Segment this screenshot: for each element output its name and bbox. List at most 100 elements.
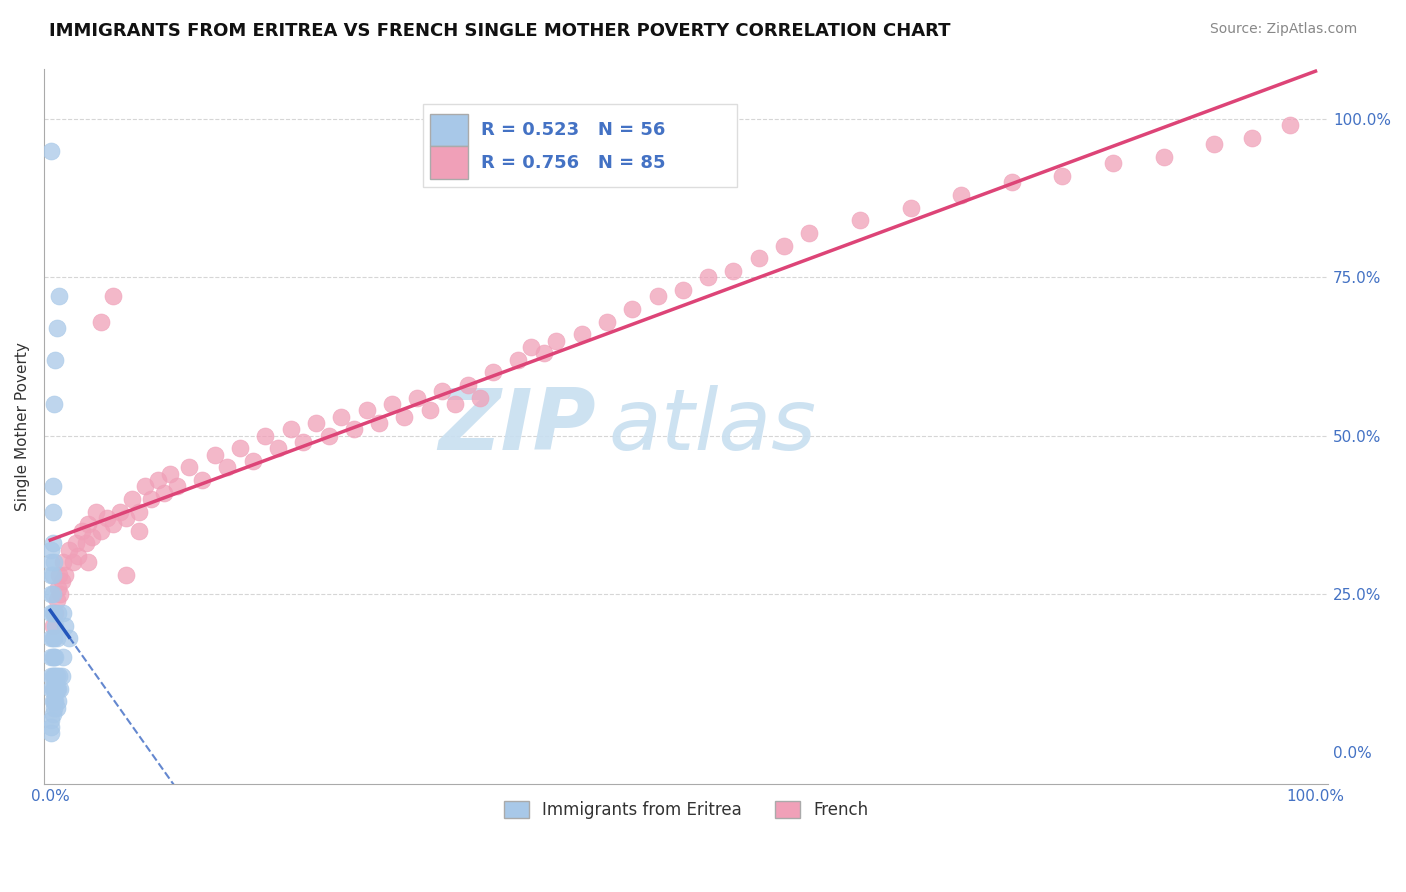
Point	[267, 442, 290, 456]
Point	[470, 391, 492, 405]
Point	[254, 428, 277, 442]
Point	[52, 606, 75, 620]
Text: IMMIGRANTS FROM ERITREA VS FRENCH SINGLE MOTHER POVERTY CORRELATION CHART: IMMIGRANTS FROM ERITREA VS FRENCH SINGLE…	[49, 22, 950, 40]
Point	[748, 252, 770, 266]
Point	[849, 213, 872, 227]
Point	[77, 555, 100, 569]
Point	[52, 650, 75, 665]
Point	[67, 549, 90, 563]
Point	[41, 720, 63, 734]
Point	[950, 188, 973, 202]
Point	[41, 587, 63, 601]
Point	[1052, 169, 1074, 183]
Point	[42, 707, 65, 722]
Point	[41, 681, 63, 696]
Point	[77, 517, 100, 532]
Point	[444, 397, 467, 411]
Point	[647, 289, 669, 303]
Point	[356, 403, 378, 417]
Point	[75, 536, 97, 550]
Point	[51, 669, 73, 683]
Point	[96, 511, 118, 525]
Point	[115, 567, 138, 582]
Point	[45, 593, 67, 607]
Point	[42, 681, 65, 696]
Point	[44, 352, 66, 367]
Point	[217, 460, 239, 475]
Point	[80, 530, 103, 544]
Point	[42, 555, 65, 569]
Point	[146, 473, 169, 487]
Point	[41, 650, 63, 665]
Point	[42, 587, 65, 601]
Point	[45, 681, 67, 696]
Point	[153, 485, 176, 500]
Point	[55, 618, 77, 632]
Point	[141, 491, 163, 506]
Point	[48, 669, 70, 683]
Point	[42, 505, 65, 519]
Point	[108, 505, 131, 519]
Point	[45, 321, 67, 335]
Point	[58, 631, 80, 645]
Point	[115, 511, 138, 525]
Point	[103, 289, 125, 303]
Point	[42, 650, 65, 665]
Y-axis label: Single Mother Poverty: Single Mother Poverty	[15, 342, 30, 510]
Point	[41, 555, 63, 569]
Point	[42, 606, 65, 620]
Point	[45, 700, 67, 714]
Point	[280, 422, 302, 436]
FancyBboxPatch shape	[430, 113, 468, 146]
Point	[44, 681, 66, 696]
Point	[191, 473, 214, 487]
Point	[406, 391, 429, 405]
Point	[42, 479, 65, 493]
Point	[166, 479, 188, 493]
Point	[44, 669, 66, 683]
Point	[51, 574, 73, 589]
Point	[432, 384, 454, 399]
Point	[1241, 131, 1264, 145]
Point	[42, 618, 65, 632]
Point	[419, 403, 441, 417]
Point	[42, 631, 65, 645]
Point	[46, 681, 69, 696]
Point	[42, 567, 65, 582]
Point	[48, 567, 70, 582]
Point	[121, 491, 143, 506]
Point	[179, 460, 201, 475]
Point	[42, 536, 65, 550]
Point	[457, 378, 479, 392]
Point	[41, 726, 63, 740]
Point	[204, 448, 226, 462]
Text: atlas: atlas	[609, 384, 817, 467]
Point	[723, 264, 745, 278]
Point	[42, 694, 65, 708]
Point	[900, 201, 922, 215]
Point	[1001, 176, 1024, 190]
Legend: Immigrants from Eritrea, French: Immigrants from Eritrea, French	[496, 794, 875, 825]
Point	[41, 606, 63, 620]
Point	[42, 631, 65, 645]
Point	[292, 434, 315, 449]
Point	[508, 352, 530, 367]
Point	[134, 479, 156, 493]
Point	[41, 714, 63, 728]
Point	[52, 555, 75, 569]
Point	[42, 669, 65, 683]
Point	[159, 467, 181, 481]
Point	[55, 567, 77, 582]
Point	[46, 581, 69, 595]
Point	[242, 454, 264, 468]
Point	[58, 542, 80, 557]
Point	[45, 669, 67, 683]
Point	[343, 422, 366, 436]
Point	[368, 416, 391, 430]
Point	[128, 524, 150, 538]
Point	[305, 416, 328, 430]
Point	[42, 669, 65, 683]
Point	[84, 505, 107, 519]
Point	[46, 694, 69, 708]
Point	[42, 681, 65, 696]
